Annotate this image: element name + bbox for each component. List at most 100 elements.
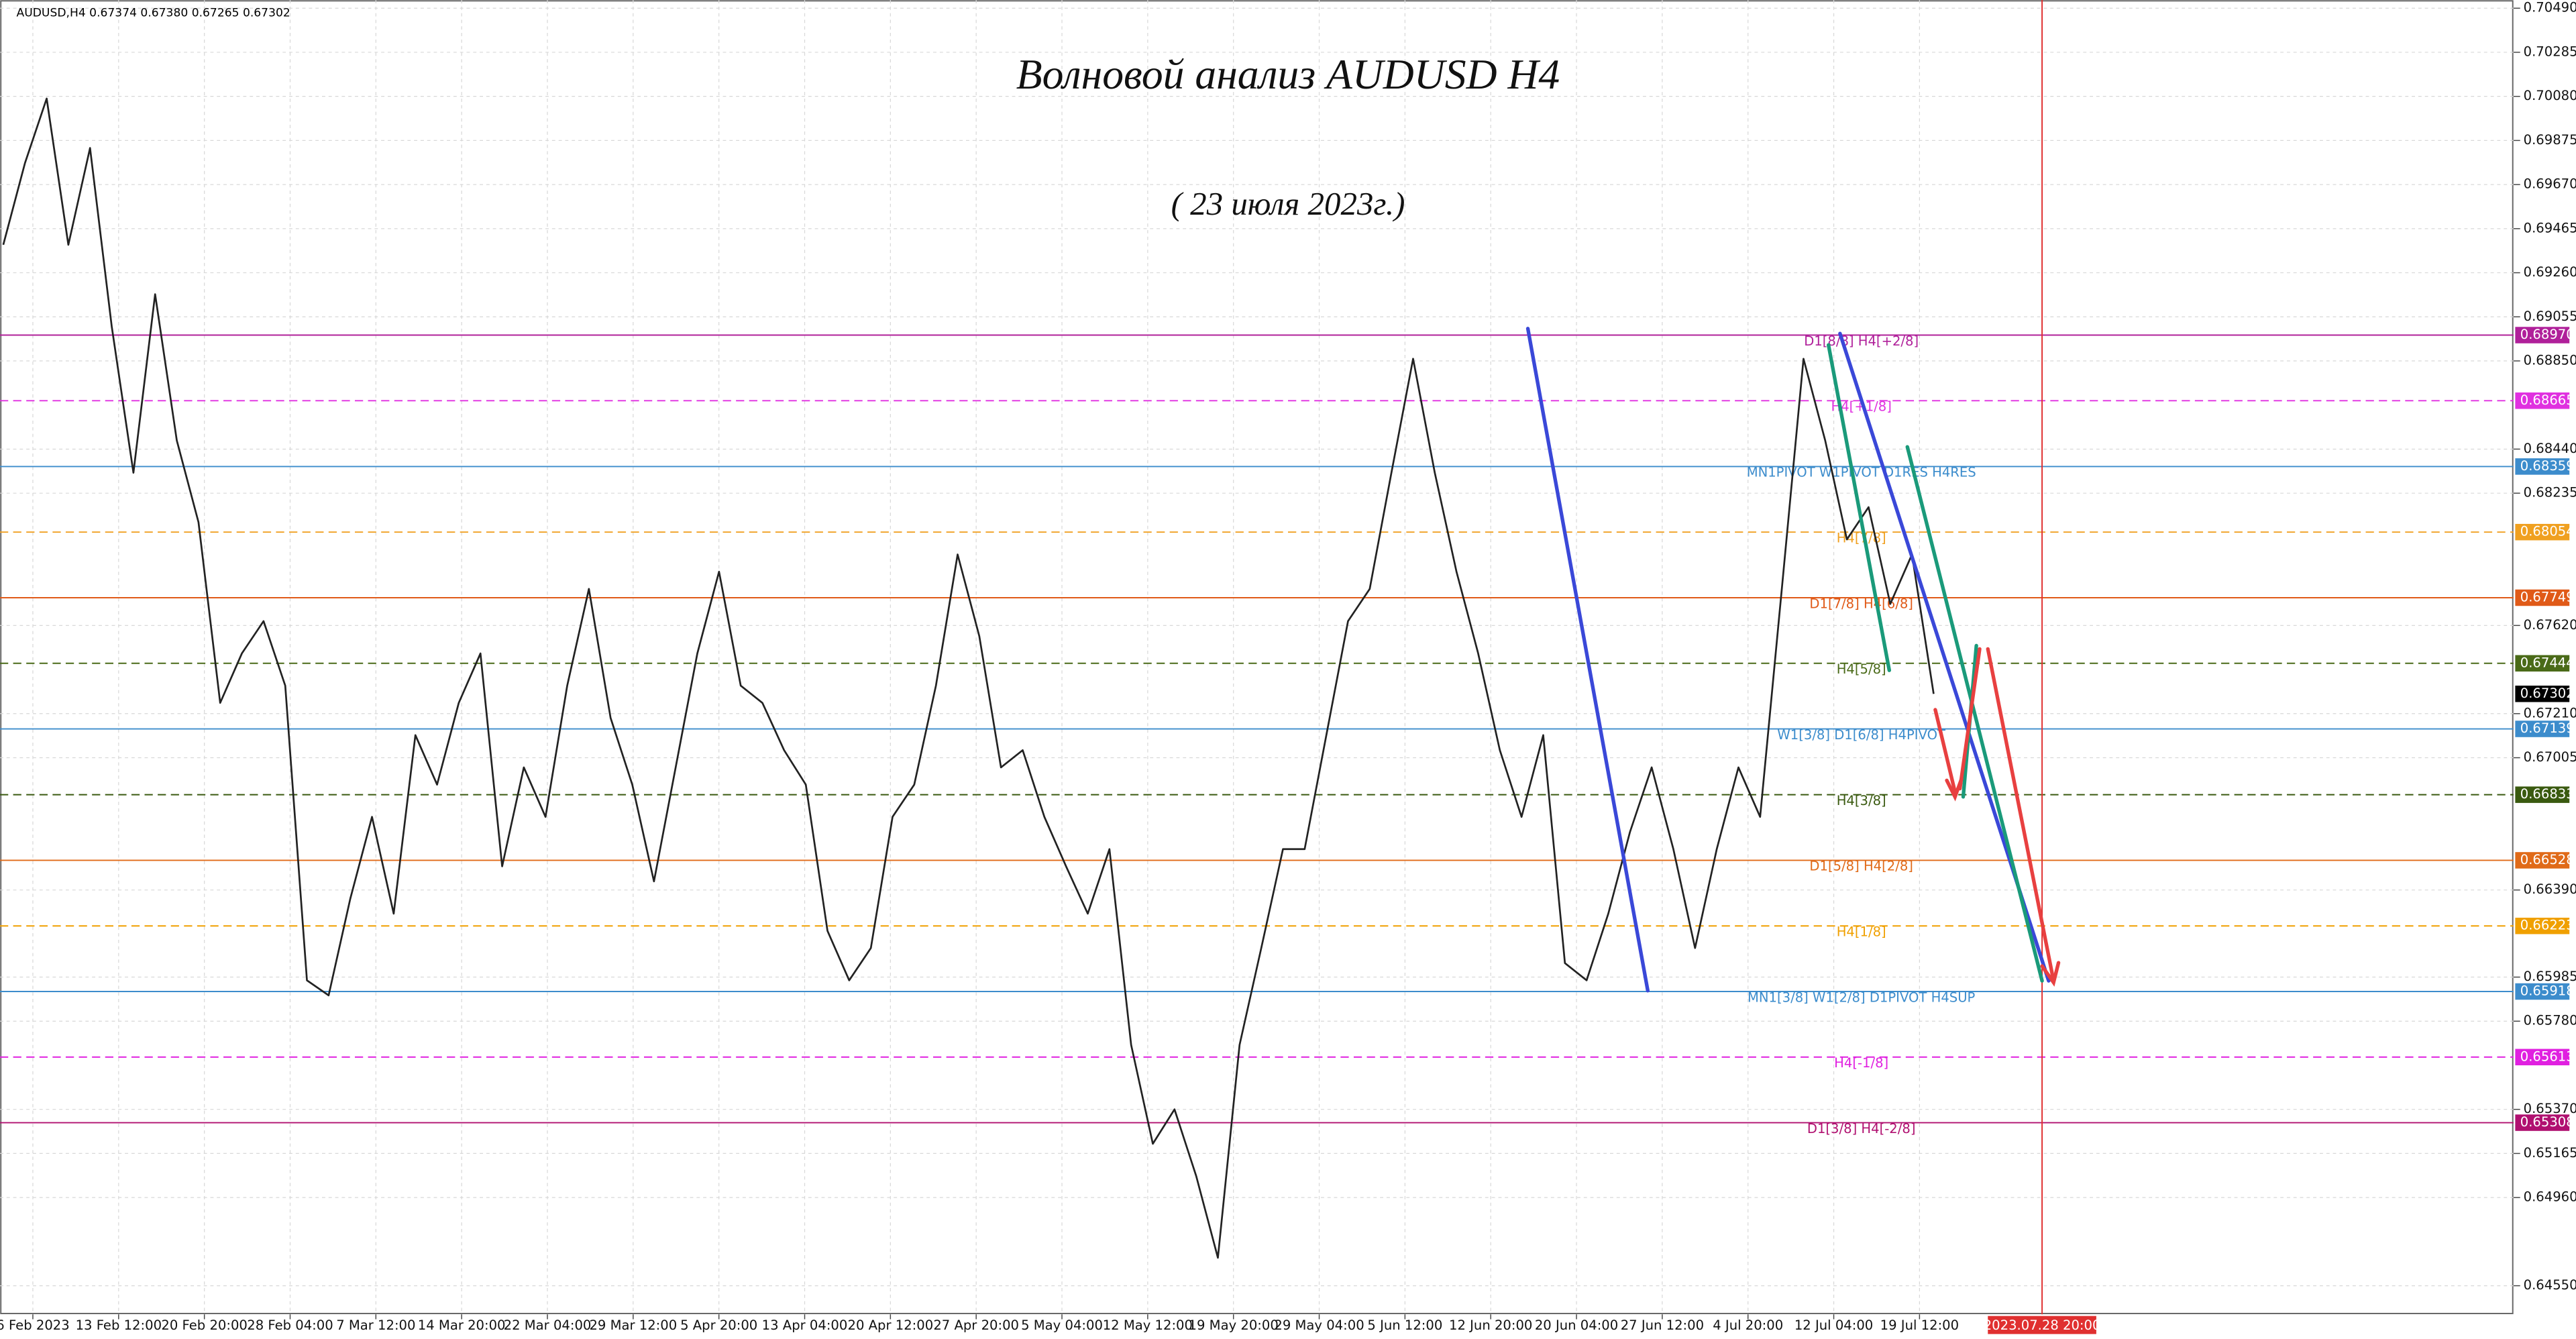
- x-tick-label: 12 Jul 04:00: [1794, 1318, 1873, 1333]
- price-tag-label: 0.67444: [2520, 655, 2575, 670]
- x-tick-label: 20 Apr 12:00: [848, 1318, 934, 1333]
- price-tag-label: 0.66223: [2520, 918, 2575, 933]
- y-tick-label: 0.67620: [2524, 617, 2576, 633]
- current-price-tag: [2515, 686, 2570, 702]
- y-tick-label: 0.67005: [2524, 749, 2576, 765]
- y-tick-label: 0.70490: [2524, 0, 2576, 15]
- price-tag: [2515, 786, 2570, 803]
- level-label: H4[1/8]: [1837, 924, 1886, 940]
- x-tick-label: 6 Feb 2023: [0, 1318, 70, 1333]
- x-tick-label: 5 Apr 20:00: [680, 1318, 757, 1333]
- level-label: MN1PIVOT W1PIVOT D1RES H4RES: [1747, 465, 1976, 480]
- x-tick-label: 29 Mar 12:00: [589, 1318, 677, 1333]
- chart-subtitle: ( 23 июля 2023г.): [1171, 185, 1405, 222]
- level-label: MN1[3/8] W1[2/8] D1PIVOT H4SUP: [1748, 989, 1976, 1005]
- level-label: W1[3/8] D1[6/8] H4PIVOT: [1777, 727, 1946, 743]
- time-marker-tag: [1988, 1316, 2096, 1334]
- price: [2, 97, 1935, 1259]
- y-tick-label: 0.65165: [2524, 1145, 2576, 1161]
- price-tag-label: 0.65613: [2520, 1049, 2575, 1064]
- x-tick-label: 29 May 04:00: [1274, 1318, 1364, 1333]
- x-tick-label: 20 Feb 20:00: [161, 1318, 247, 1333]
- price-tag-label: 0.65918: [2520, 983, 2575, 999]
- levels: D1[8/8] H4[+2/8] H4[+1/8] MN1PIVOT W1PIVOT…: [0, 333, 2514, 1136]
- x-tick-label: 12 Jun 20:00: [1449, 1318, 1532, 1333]
- time-marker-label: 2023.07.28 20:00: [1984, 1318, 2101, 1333]
- price-tag-label: 0.66833: [2520, 786, 2575, 802]
- x-tick-label: 20 Jun 04:00: [1535, 1318, 1618, 1333]
- current-price-label: 0.67302: [2520, 686, 2575, 701]
- price-tag: [2515, 917, 2570, 934]
- price-tag: [2515, 852, 2570, 869]
- price-tag: [2515, 655, 2570, 672]
- symbol-header: AUDUSD,H4 0.67374 0.67380 0.67265 0.6730…: [16, 7, 290, 20]
- y-tick-label: 0.70285: [2524, 44, 2576, 59]
- wave-arrow: [1933, 708, 1957, 794]
- level-label: H4[+1/8]: [1831, 399, 1892, 415]
- level-label: D1[7/8] H4[6/8]: [1809, 596, 1913, 611]
- x-tick-label: 4 Jul 20:00: [1713, 1318, 1783, 1333]
- x-tick-label: 22 Mar 04:00: [504, 1318, 592, 1333]
- y-tick-label: 0.65370: [2524, 1101, 2576, 1116]
- price-tag-label: 0.67749: [2520, 589, 2575, 604]
- y-tick-label: 0.70080: [2524, 88, 2576, 103]
- x-tick-label: 13 Apr 04:00: [762, 1318, 848, 1333]
- chart-title: Волновой анализ AUDUSD H4: [1016, 50, 1560, 98]
- plot-frame: [0, 0, 2514, 1314]
- price-tag-label: 0.68665: [2520, 392, 2575, 408]
- y-tick-label: 0.66390: [2524, 881, 2576, 897]
- level-label: H4[3/8]: [1837, 793, 1886, 808]
- y-tick-label: 0.68850: [2524, 353, 2576, 368]
- price-tag-label: 0.65308: [2520, 1114, 2575, 1130]
- x-tick-label: 5 Jun 12:00: [1367, 1318, 1442, 1333]
- price-tag: [2515, 589, 2570, 606]
- price-tag-label: 0.68970: [2520, 327, 2575, 342]
- y-tick-label: 0.69875: [2524, 132, 2576, 148]
- y-tick-label: 0.64960: [2524, 1189, 2576, 1205]
- wave-annotations: [1525, 327, 2061, 993]
- level-label: D1[5/8] H4[2/8]: [1809, 859, 1913, 874]
- price-tag: [2515, 1049, 2570, 1066]
- y-tick-label: 0.65780: [2524, 1013, 2576, 1028]
- x-tick-label: 7 Mar 12:00: [336, 1318, 415, 1333]
- x-tick-label: 14 Mar 20:00: [418, 1318, 506, 1333]
- x-tick-label: 19 May 20:00: [1189, 1318, 1279, 1333]
- arrow-head: [2040, 961, 2061, 987]
- price-line: [2, 97, 1935, 1259]
- price-tag: [2515, 720, 2570, 737]
- level-label: H4[-1/8]: [1834, 1055, 1888, 1071]
- price-tag-label: 0.68054: [2520, 524, 2575, 539]
- wave-arrow: [1986, 647, 2055, 983]
- level-label: D1[3/8] H4[-2/8]: [1807, 1121, 1916, 1136]
- price-tag: [2515, 458, 2570, 475]
- y-tick-label: 0.69670: [2524, 176, 2576, 192]
- x-tick-label: 12 May 12:00: [1103, 1318, 1193, 1333]
- price-tag: [2515, 1114, 2570, 1131]
- y-tick-label: 0.69465: [2524, 220, 2576, 235]
- y-tick-label: 0.65985: [2524, 969, 2576, 984]
- x-tick-label: 13 Feb 12:00: [76, 1318, 162, 1333]
- y-tick-label: 0.67210: [2524, 705, 2576, 720]
- x-tick-label: 19 Jul 12:00: [1880, 1318, 1959, 1333]
- price-tag: [2515, 523, 2570, 541]
- wave-line: [1957, 647, 1982, 791]
- y-tick-label: 0.69260: [2524, 264, 2576, 280]
- trend-line: [1525, 327, 1650, 993]
- level-label: D1[8/8] H4[+2/8]: [1804, 333, 1919, 349]
- trend-line: [1827, 343, 1892, 672]
- price-tag: [2515, 983, 2570, 1000]
- price-tag-label: 0.67139: [2520, 720, 2575, 736]
- x-tick-label: 27 Jun 12:00: [1621, 1318, 1704, 1333]
- price-tag: [2515, 327, 2570, 343]
- level-label: H4[5/8]: [1837, 661, 1886, 677]
- x-tick-label: 5 May 04:00: [1021, 1318, 1103, 1333]
- price-tag: [2515, 392, 2570, 409]
- y-tick-label: 0.68235: [2524, 485, 2576, 500]
- grid: [0, 0, 2514, 1315]
- price-tag-label: 0.66528: [2520, 852, 2575, 867]
- y-tick-label: 0.64550: [2524, 1277, 2576, 1293]
- y-tick-label: 0.68440: [2524, 441, 2576, 456]
